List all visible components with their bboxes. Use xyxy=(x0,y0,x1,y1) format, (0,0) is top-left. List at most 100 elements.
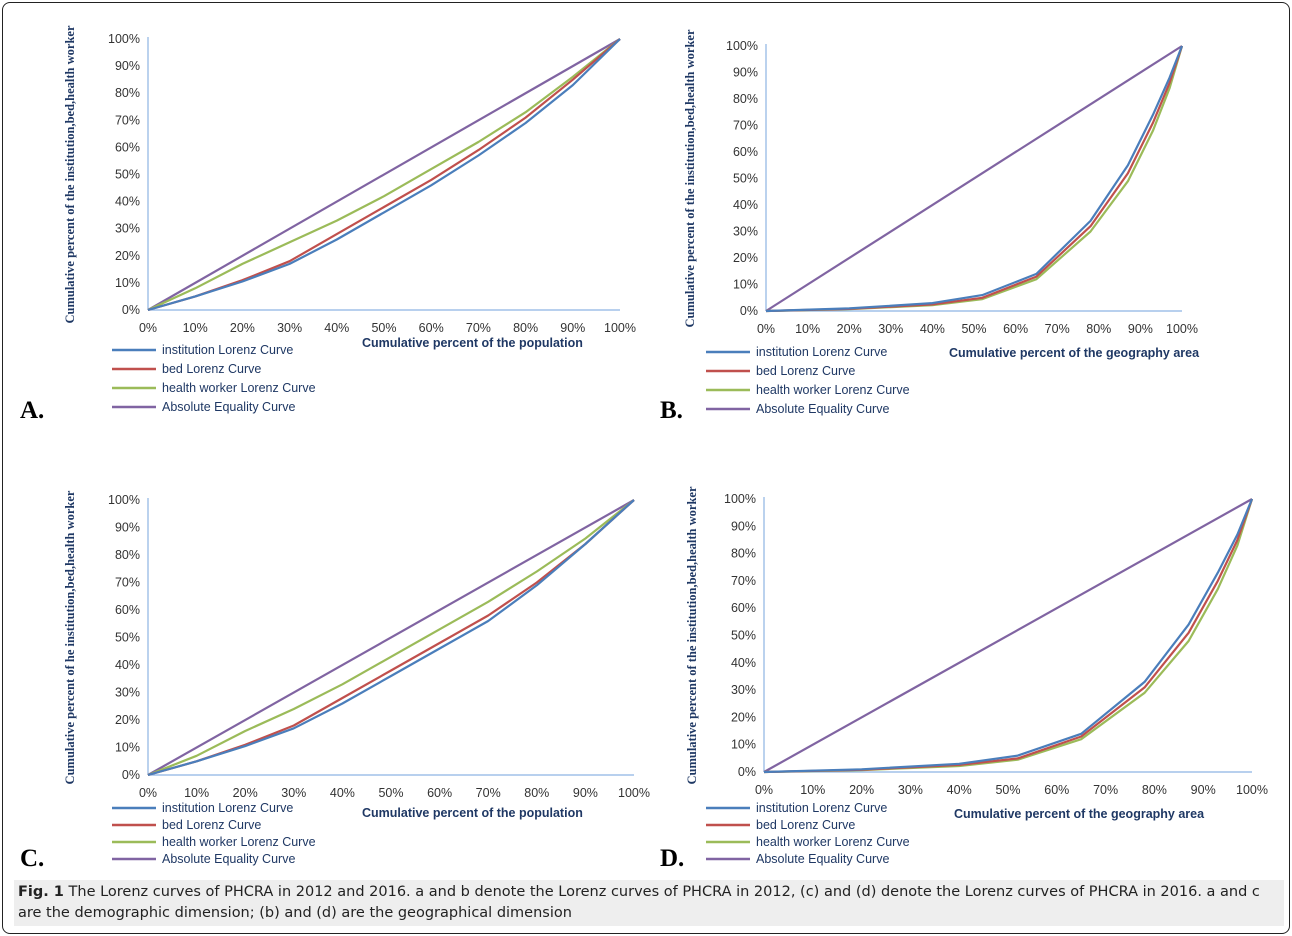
series-line-institution xyxy=(147,38,621,312)
y-tick-label: 50% xyxy=(731,629,756,643)
x-tick-label: 70% xyxy=(1093,783,1118,797)
legend-label: health worker Lorenz Curve xyxy=(162,381,316,395)
legend-label: institution Lorenz Curve xyxy=(162,801,293,815)
legend-label: bed Lorenz Curve xyxy=(162,818,261,832)
legend-label: bed Lorenz Curve xyxy=(756,364,855,378)
y-tick-label: 100% xyxy=(724,492,756,506)
y-tick-label: 70% xyxy=(115,576,140,590)
x-tick-label: 50% xyxy=(378,786,403,800)
y-axis-label: Cumulative percent of the institution,be… xyxy=(63,25,77,323)
x-tick-label: 100% xyxy=(1236,783,1268,797)
y-axis-label: Cumulative percent of the institution,be… xyxy=(685,486,699,784)
x-tick-label: 50% xyxy=(995,783,1020,797)
panel-letter: D. xyxy=(660,845,684,872)
x-tick-label: 20% xyxy=(837,322,862,336)
x-tick-label: 60% xyxy=(1044,783,1069,797)
y-tick-label: 40% xyxy=(733,198,758,212)
series-line-institution xyxy=(763,498,1254,774)
y-tick-label: 0% xyxy=(122,768,140,782)
legend-label: Absolute Equality Curve xyxy=(162,852,295,866)
x-tick-label: 100% xyxy=(604,321,636,335)
x-tick-label: 60% xyxy=(419,321,444,335)
legend-label: institution Lorenz Curve xyxy=(756,345,887,359)
y-tick-label: 0% xyxy=(740,304,758,318)
y-tick-label: 80% xyxy=(731,547,756,561)
x-tick-label: 90% xyxy=(1191,783,1216,797)
y-tick-label: 50% xyxy=(115,631,140,645)
x-tick-label: 90% xyxy=(560,321,585,335)
x-tick-label: 60% xyxy=(1003,322,1028,336)
series-line-health_worker xyxy=(147,499,635,777)
y-axis-label: Cumulative percent of he institution,bed… xyxy=(63,490,77,784)
x-tick-label: 100% xyxy=(618,786,650,800)
x-tick-label: 20% xyxy=(233,786,258,800)
y-tick-label: 70% xyxy=(731,574,756,588)
x-tick-label: 70% xyxy=(1045,322,1070,336)
y-tick-label: 90% xyxy=(731,519,756,533)
y-tick-label: 90% xyxy=(733,66,758,80)
x-tick-label: 100% xyxy=(1166,322,1198,336)
x-tick-label: 10% xyxy=(795,322,820,336)
y-tick-label: 30% xyxy=(115,686,140,700)
y-tick-label: 100% xyxy=(108,32,140,46)
y-tick-label: 10% xyxy=(731,738,756,752)
y-tick-label: 20% xyxy=(731,710,756,724)
y-tick-label: 80% xyxy=(115,548,140,562)
y-tick-label: 50% xyxy=(733,172,758,186)
x-tick-label: 30% xyxy=(277,321,302,335)
panel-letter: B. xyxy=(660,397,683,424)
x-tick-label: 10% xyxy=(184,786,209,800)
y-tick-label: 30% xyxy=(733,225,758,239)
x-tick-label: 40% xyxy=(947,783,972,797)
y-tick-label: 100% xyxy=(108,493,140,507)
x-tick-label: 0% xyxy=(755,783,773,797)
x-tick-label: 80% xyxy=(524,786,549,800)
x-tick-label: 10% xyxy=(183,321,208,335)
x-tick-label: 20% xyxy=(849,783,874,797)
series-line-equality xyxy=(765,45,1183,312)
series-line-institution xyxy=(147,499,635,777)
legend-label: Absolute Equality Curve xyxy=(162,400,295,414)
lorenz-chart-c: 0% 10% 20% 30% 40% 50% 60% 70% 80% 90% 100% 0% 10% 20… xyxy=(20,490,650,872)
legend-label: bed Lorenz Curve xyxy=(756,818,855,832)
x-tick-label: 40% xyxy=(324,321,349,335)
x-tick-label: 70% xyxy=(476,786,501,800)
x-tick-label: 70% xyxy=(466,321,491,335)
legend-label: Absolute Equality Curve xyxy=(756,852,889,866)
x-axis-label: Cumulative percent of the population xyxy=(362,336,583,350)
y-tick-label: 90% xyxy=(115,59,140,73)
x-tick-label: 40% xyxy=(330,786,355,800)
x-tick-label: 0% xyxy=(139,321,157,335)
x-tick-label: 0% xyxy=(139,786,157,800)
legend-label: health worker Lorenz Curve xyxy=(756,383,910,397)
y-tick-label: 30% xyxy=(115,222,140,236)
y-tick-label: 70% xyxy=(733,119,758,133)
y-tick-label: 0% xyxy=(122,303,140,317)
y-tick-label: 20% xyxy=(115,249,140,263)
legend-label: health worker Lorenz Curve xyxy=(756,835,910,849)
y-tick-label: 10% xyxy=(115,741,140,755)
lorenz-chart-a: 0% 10% 20% 30% 40% 50% 60% 70% 80% 90% 100% 0% 10% 20… xyxy=(20,25,636,424)
x-tick-label: 80% xyxy=(513,321,538,335)
series-line-equality xyxy=(763,498,1253,773)
legend-label: institution Lorenz Curve xyxy=(162,343,293,357)
x-tick-label: 10% xyxy=(800,783,825,797)
x-tick-label: 60% xyxy=(427,786,452,800)
y-tick-label: 70% xyxy=(115,113,140,127)
x-axis-label: Cumulative percent of the geography area xyxy=(954,807,1205,821)
x-tick-label: 90% xyxy=(573,786,598,800)
lorenz-chart-b: 0% 10% 20% 30% 40% 50% 60% 70% 80% 90% 100% 0% 10% 20… xyxy=(660,29,1200,424)
series-line-health_worker xyxy=(147,38,621,311)
caption-text: The Lorenz curves of PHCRA in 2012 and 2… xyxy=(18,884,1260,921)
legend-label: bed Lorenz Curve xyxy=(162,362,261,376)
y-tick-label: 50% xyxy=(115,168,140,182)
x-axis-label: Cumulative percent of the population xyxy=(362,806,583,820)
x-tick-label: 80% xyxy=(1086,322,1111,336)
x-tick-label: 30% xyxy=(281,786,306,800)
y-tick-label: 80% xyxy=(733,92,758,106)
y-tick-label: 20% xyxy=(115,713,140,727)
y-tick-label: 60% xyxy=(733,145,758,159)
x-tick-label: 90% xyxy=(1128,322,1153,336)
y-tick-label: 100% xyxy=(726,39,758,53)
y-tick-label: 80% xyxy=(115,86,140,100)
